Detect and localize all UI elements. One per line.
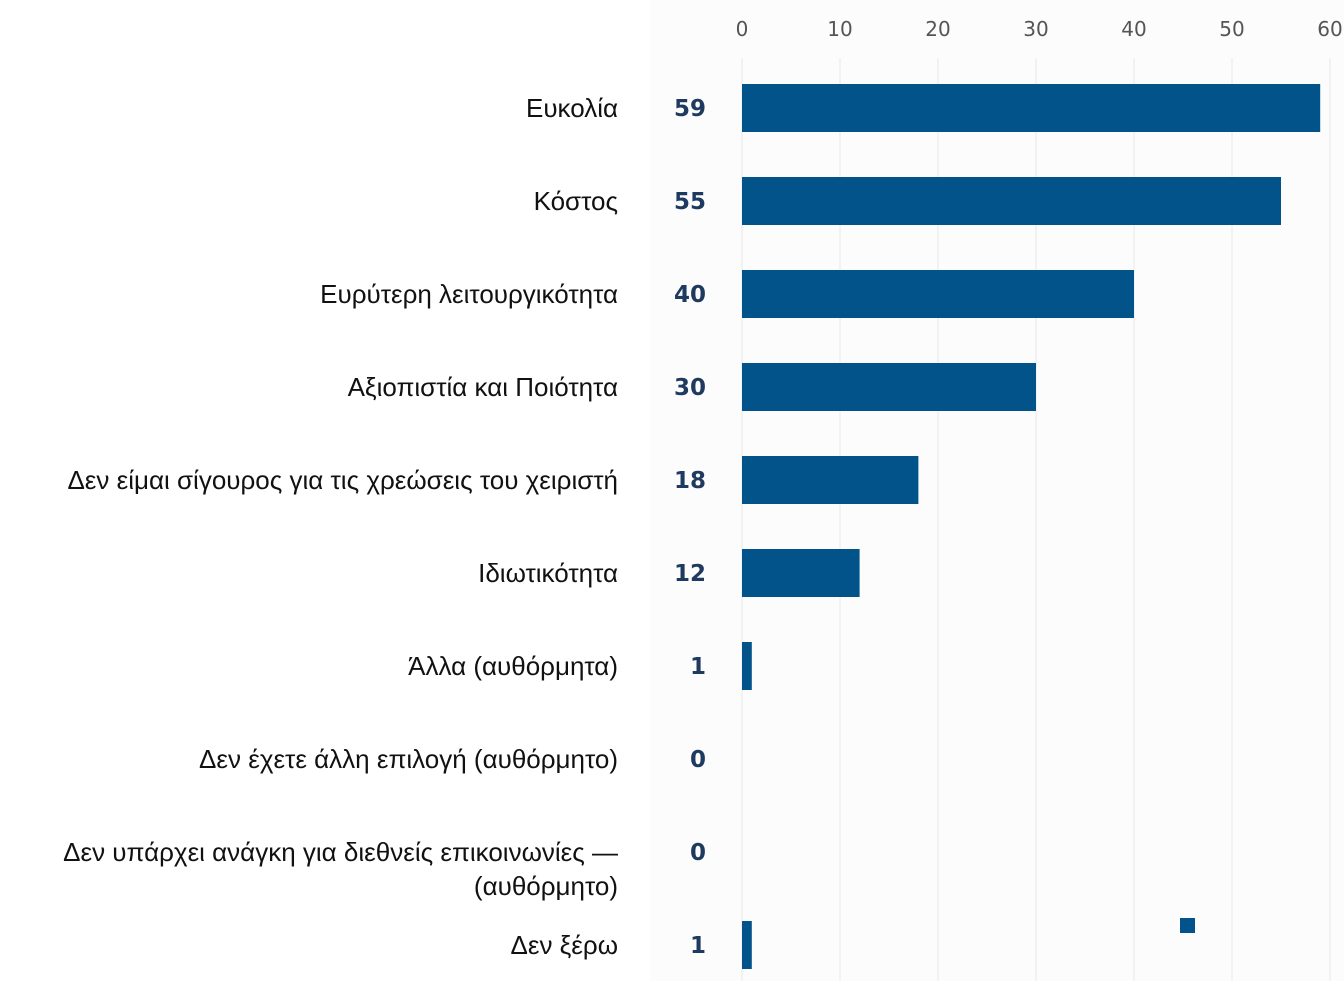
bar: [742, 270, 1134, 318]
bar-value-label: 1: [690, 654, 706, 680]
bar-value-label: 40: [674, 282, 706, 308]
x-tick-label: 50: [1219, 17, 1244, 41]
category-label: Αξιοπιστία και Ποιότητα: [347, 372, 618, 402]
x-tick-label: 60: [1317, 17, 1342, 41]
legend-marker: [1180, 918, 1195, 933]
bar-value-label: 0: [690, 840, 706, 866]
x-tick-label: 20: [925, 17, 950, 41]
bar-value-label: 0: [690, 747, 706, 773]
category-label: Ευκολία: [525, 93, 618, 123]
category-label: Ιδιωτικότητα: [478, 558, 618, 588]
x-tick-label: 40: [1121, 17, 1146, 41]
bar-value-label: 59: [674, 96, 706, 122]
category-label: Δεν ξέρω: [510, 930, 618, 960]
bar-value-label: 55: [674, 189, 706, 215]
category-label: Δεν είμαι σίγουρος για τις χρεώσεις του …: [67, 465, 618, 495]
bar: [742, 177, 1281, 225]
bar: [742, 84, 1321, 132]
bar: [742, 456, 919, 504]
bar: [742, 642, 752, 690]
bar: [742, 549, 860, 597]
category-label: Κόστος: [533, 186, 618, 216]
x-tick-label: 0: [736, 17, 749, 41]
category-label: Ευρύτερη λειτουργικότητα: [320, 279, 618, 309]
bar-value-label: 12: [674, 561, 706, 587]
category-label: Δεν υπάρχει ανάγκη για διεθνείς επικοινω…: [63, 837, 618, 901]
x-tick-label: 10: [827, 17, 852, 41]
bar-value-label: 18: [674, 468, 706, 494]
bar-value-label: 30: [674, 375, 706, 401]
bar-value-label: 1: [690, 933, 706, 959]
x-tick-label: 30: [1023, 17, 1048, 41]
category-label: Άλλα (αυθόρμητα): [408, 651, 618, 681]
category-label: Δεν έχετε άλλη επιλογή (αυθόρμητο): [199, 744, 618, 774]
bar: [742, 363, 1036, 411]
bar: [742, 921, 752, 969]
